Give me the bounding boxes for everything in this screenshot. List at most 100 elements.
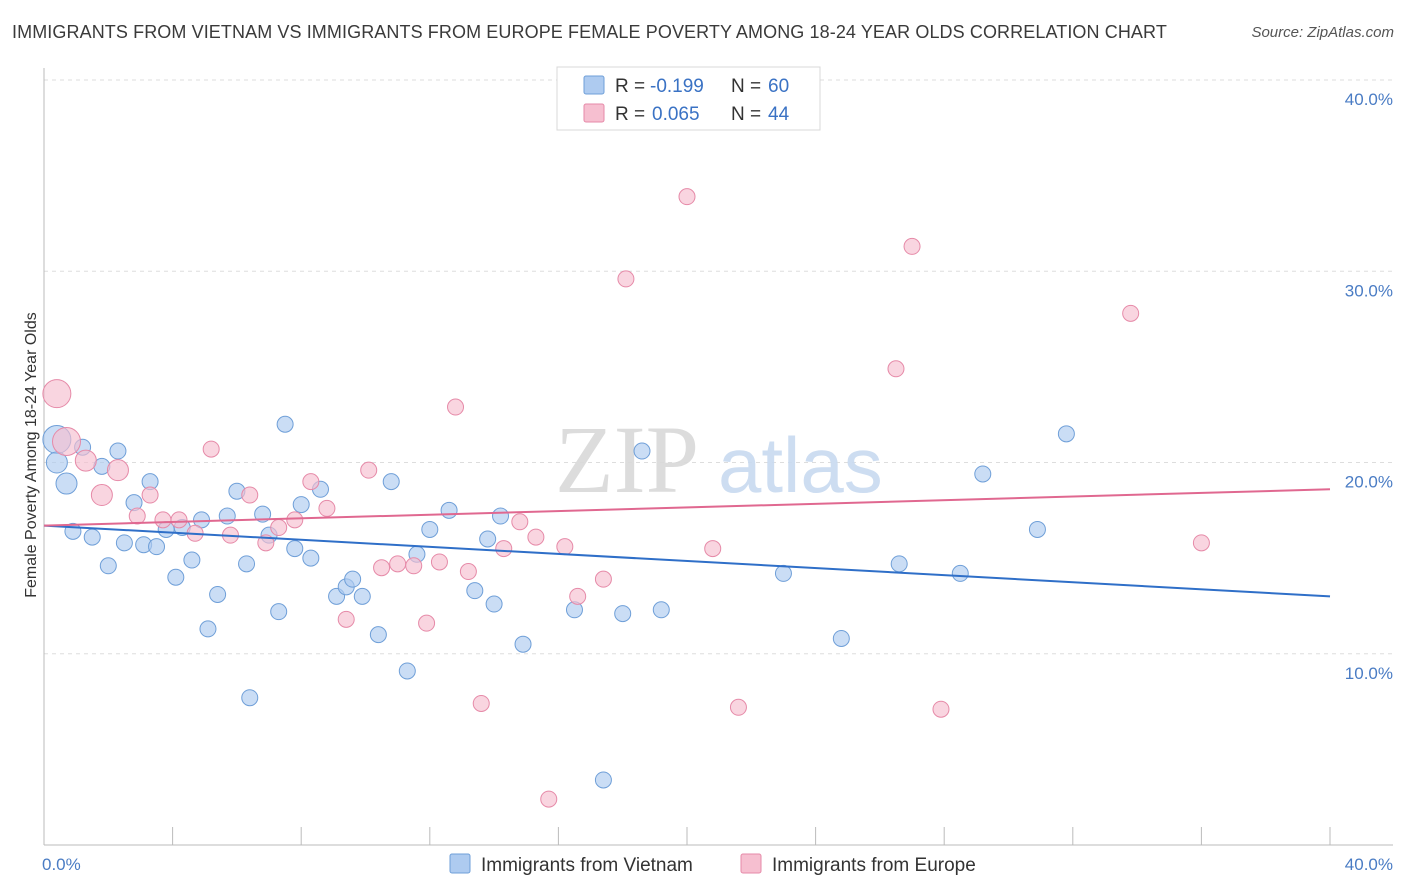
europe-point xyxy=(447,398,465,416)
vietnam-point xyxy=(286,540,304,558)
vietnam-point xyxy=(183,551,201,569)
watermark: ZIP atlas xyxy=(555,406,883,513)
europe-point xyxy=(459,563,477,581)
vietnam-point xyxy=(421,520,439,538)
source-label: Source: ZipAtlas.com xyxy=(1251,24,1394,41)
vietnam-point xyxy=(241,689,259,707)
vietnam-point xyxy=(209,585,227,603)
europe-point xyxy=(270,519,288,537)
y-tick-label: 40.0% xyxy=(1345,90,1393,109)
bottom-swatch-europe xyxy=(740,853,762,874)
vietnam-point xyxy=(292,496,310,514)
legend-n-label-vietnam: N = xyxy=(731,76,761,97)
vietnam-point xyxy=(109,442,127,460)
europe-point xyxy=(74,449,97,472)
europe-point xyxy=(337,610,355,628)
legend-n-value-europe: 44 xyxy=(768,104,790,125)
vietnam-point xyxy=(485,595,503,613)
vietnam-point xyxy=(594,771,612,789)
vietnam-point xyxy=(167,568,185,586)
vietnam-point xyxy=(466,582,484,600)
legend-n-value-vietnam: 60 xyxy=(768,76,789,97)
europe-point xyxy=(241,486,259,504)
europe-point xyxy=(594,570,612,588)
series-legend: Immigrants from Vietnam Immigrants from … xyxy=(449,853,976,876)
europe-point xyxy=(617,270,635,288)
europe-point xyxy=(556,538,574,556)
europe-point xyxy=(154,511,172,529)
x-tick-labels: 0.0% 40.0% xyxy=(42,855,1393,874)
vietnam-point xyxy=(199,620,217,638)
europe-point xyxy=(1192,534,1210,552)
legend-r-value-vietnam: -0.199 xyxy=(650,76,704,97)
europe-trend-line xyxy=(43,488,1331,527)
europe-point xyxy=(903,237,921,255)
vietnam-point xyxy=(774,564,792,582)
vietnam-point xyxy=(344,570,362,588)
vietnam-point xyxy=(254,505,272,523)
legend-r-value-europe: 0.065 xyxy=(652,104,700,125)
series-europe-points xyxy=(42,188,1210,808)
vietnam-point xyxy=(238,555,256,573)
vietnam-point xyxy=(890,555,908,573)
series-vietnam-points xyxy=(42,415,1075,789)
legend-swatch-europe xyxy=(583,103,605,123)
y-tick-label: 20.0% xyxy=(1345,473,1393,492)
europe-point xyxy=(360,461,378,479)
legend-r-label-europe: R = xyxy=(615,104,645,125)
y-tick-label: 30.0% xyxy=(1345,281,1393,300)
vietnam-point xyxy=(633,442,651,460)
watermark-zip: ZIP xyxy=(555,406,699,513)
vietnam-point xyxy=(974,465,992,483)
europe-point xyxy=(472,694,490,712)
vietnam-point xyxy=(302,549,320,567)
europe-point xyxy=(678,188,696,206)
chart-title: IMMIGRANTS FROM VIETNAM VS IMMIGRANTS FR… xyxy=(12,22,1167,42)
europe-point xyxy=(511,513,529,531)
trend-lines xyxy=(43,488,1331,598)
vietnam-point xyxy=(115,534,133,552)
vietnam-point xyxy=(99,557,117,575)
europe-point xyxy=(302,473,320,491)
y-tick-labels: 10.0% 20.0% 30.0% 40.0% xyxy=(1345,90,1393,683)
europe-point xyxy=(389,555,407,573)
vietnam-point xyxy=(148,538,166,556)
bottom-swatch-vietnam xyxy=(449,853,471,874)
legend-r-label-vietnam: R = xyxy=(615,76,645,97)
europe-point xyxy=(106,459,129,482)
x-tick-label: 40.0% xyxy=(1345,855,1393,874)
europe-point xyxy=(318,499,336,517)
europe-point xyxy=(141,486,159,504)
europe-point xyxy=(887,360,905,378)
vietnam-point xyxy=(382,473,400,491)
europe-point xyxy=(704,540,722,558)
europe-point xyxy=(286,511,304,529)
europe-point xyxy=(170,511,188,529)
vietnam-point xyxy=(1057,425,1075,443)
vietnam-point xyxy=(1028,520,1046,538)
legend-n-label-europe: N = xyxy=(731,104,761,125)
europe-point xyxy=(90,484,113,507)
legend-swatch-vietnam xyxy=(583,75,605,95)
vietnam-point xyxy=(353,587,371,605)
vietnam-point xyxy=(369,626,387,644)
vietnam-point xyxy=(218,507,236,525)
vietnam-point xyxy=(652,601,670,619)
y-tick-label: 10.0% xyxy=(1345,664,1393,683)
europe-point xyxy=(202,440,220,458)
y-axis-title: Female Poverty Among 18-24 Year Olds xyxy=(23,312,40,598)
correlation-legend: R = -0.199 N = 60 R = 0.065 N = 44 xyxy=(556,66,821,131)
europe-point xyxy=(932,700,950,718)
europe-point xyxy=(418,614,436,632)
europe-point xyxy=(729,698,747,716)
europe-point xyxy=(495,540,513,558)
axes xyxy=(43,68,1393,846)
europe-point xyxy=(373,559,391,577)
vietnam-point xyxy=(83,528,101,546)
europe-point xyxy=(405,557,423,575)
vietnam-point xyxy=(514,635,532,653)
europe-point xyxy=(527,528,545,546)
vietnam-point xyxy=(55,472,78,495)
vietnam-point xyxy=(479,530,497,548)
